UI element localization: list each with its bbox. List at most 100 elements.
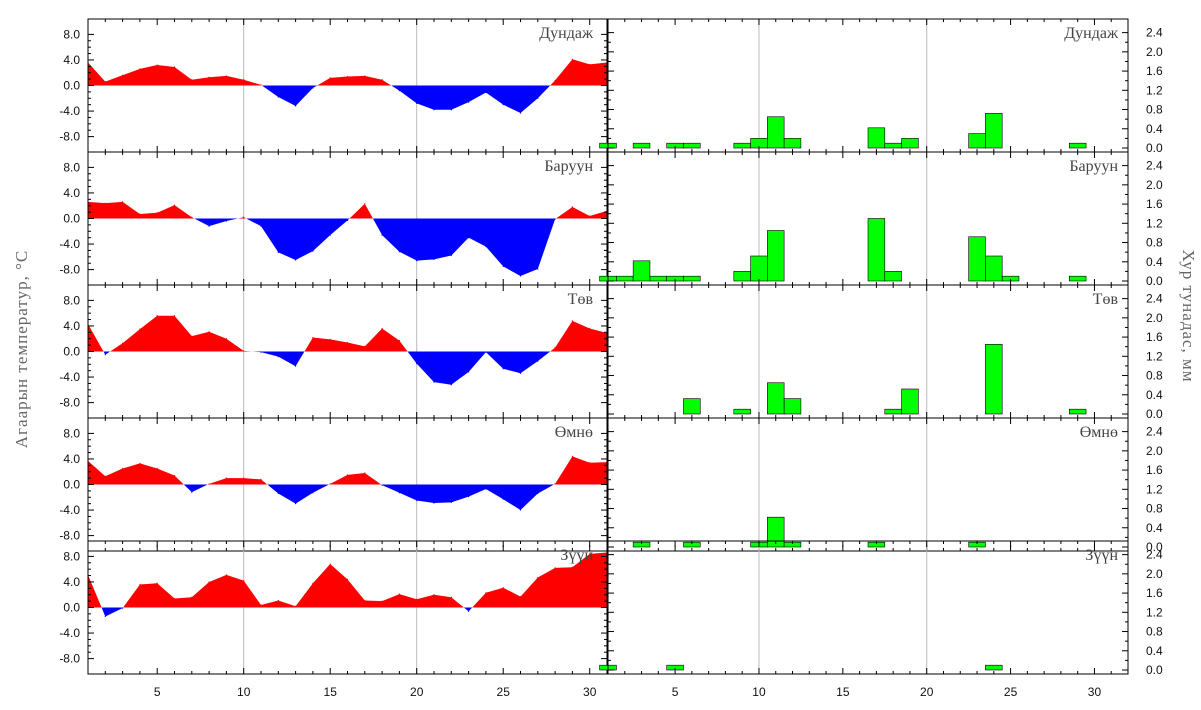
temp-point xyxy=(450,109,452,111)
temp-point xyxy=(225,574,227,576)
y-tick-label: 4.0 xyxy=(63,53,80,67)
temp-point xyxy=(468,101,470,103)
temp-point xyxy=(191,596,193,598)
precip-panel-4: 2.4 2.0 1.6 1.2 0.8 0.4 0.0 Өмнө xyxy=(607,417,1163,554)
precip-bar xyxy=(985,255,1003,282)
y-tick-label: 1.6 xyxy=(1146,197,1163,211)
temp-point xyxy=(225,477,227,479)
temp-point xyxy=(277,492,279,495)
y-tick-label: 4.0 xyxy=(63,452,80,466)
y-tick-label: 1.2 xyxy=(1146,605,1163,619)
temp-point xyxy=(312,492,314,494)
temp-point xyxy=(381,600,383,602)
temp-point xyxy=(468,496,470,498)
y-tick-label: -4.0 xyxy=(59,370,80,384)
y-tick-label: 0.0 xyxy=(1146,141,1163,155)
temp-point xyxy=(450,501,452,503)
temp-point xyxy=(433,258,435,260)
temp-point xyxy=(398,340,400,342)
y-tick-label: 0.4 xyxy=(1146,255,1163,269)
temp-point xyxy=(571,566,574,568)
temp-point xyxy=(208,483,210,485)
temp-point xyxy=(381,234,383,236)
temp-point xyxy=(346,578,349,580)
temp-point xyxy=(329,563,331,565)
temp-point xyxy=(537,492,539,495)
temp-point xyxy=(433,109,435,111)
panel-label: Өмнө xyxy=(555,424,593,441)
y-tick-label: 4.0 xyxy=(63,186,80,200)
y-tick-label: 0.8 xyxy=(1146,625,1163,639)
precip-bar xyxy=(733,408,751,415)
precip-bar xyxy=(867,218,886,282)
precip-bar xyxy=(867,127,886,149)
positive-area xyxy=(88,456,607,485)
y-tick-label: 0.0 xyxy=(1146,663,1163,677)
temp-point xyxy=(208,225,210,227)
temp-point xyxy=(364,599,366,602)
temp-point xyxy=(225,220,227,222)
temp-point xyxy=(122,342,124,344)
temp-panel-5: 8.0 4.0 0.0 -4.0 -8.0 Зүүн xyxy=(59,540,608,675)
temp-point xyxy=(398,251,400,253)
y-tick-label: 0.8 xyxy=(1146,502,1163,516)
precipitation-panels: 2.4 2.0 1.6 1.2 0.8 0.4 0.0 Дундаж 2.4 2.0 1.6 1.2 0… xyxy=(599,18,1163,699)
temp-point xyxy=(416,260,418,262)
temp-point xyxy=(225,338,227,340)
y-tick-label: 2.0 xyxy=(1146,311,1163,325)
temp-point xyxy=(260,225,262,227)
temp-point xyxy=(173,597,176,600)
panel-label: Дундаж xyxy=(1064,25,1119,42)
temp-point xyxy=(589,327,591,330)
x-tick-label: 25 xyxy=(1004,685,1018,699)
temp-point xyxy=(277,599,279,602)
temp-point xyxy=(450,596,452,598)
temp-point xyxy=(519,112,522,114)
temp-point xyxy=(191,335,193,337)
temp-point xyxy=(571,455,574,457)
precip-bar xyxy=(683,275,701,282)
negative-area xyxy=(88,218,607,276)
precip-bar xyxy=(649,275,668,282)
temp-point xyxy=(260,478,262,480)
precip-bar xyxy=(683,398,701,415)
y-tick-label: 0.0 xyxy=(1146,540,1163,554)
temp-point xyxy=(554,218,556,220)
y-tick-label: 0.0 xyxy=(63,478,80,492)
temp-point xyxy=(139,328,141,330)
y-tick-label: 2.4 xyxy=(1146,159,1163,173)
temp-point xyxy=(537,97,539,99)
temp-point xyxy=(191,216,193,218)
x-tick-label: 25 xyxy=(497,685,511,699)
precip-bar xyxy=(616,275,634,282)
temp-point xyxy=(295,365,297,367)
y-tick-label: 0.4 xyxy=(1146,521,1163,535)
x-tick-label: 10 xyxy=(237,685,251,699)
panel-label: Төв xyxy=(1093,291,1119,308)
temp-point xyxy=(398,90,400,92)
temp-point xyxy=(139,462,141,465)
temp-point xyxy=(519,596,522,598)
y-tick-label: 8.0 xyxy=(63,27,80,41)
temp-point xyxy=(312,87,314,89)
temp-point xyxy=(346,474,349,476)
y-tick-label: 8.0 xyxy=(63,426,80,440)
y-tick-label: 2.0 xyxy=(1146,444,1163,458)
x-tick-label: 30 xyxy=(1088,685,1102,699)
y-tick-label: 0.0 xyxy=(63,601,80,615)
temp-point xyxy=(329,483,331,485)
temp-point xyxy=(156,64,158,66)
temp-point xyxy=(502,104,504,106)
y-tick-label: 0.4 xyxy=(1146,644,1163,658)
y-tick-label: 2.4 xyxy=(1146,292,1163,306)
temp-point xyxy=(346,219,349,222)
temp-point xyxy=(173,315,176,317)
negative-area xyxy=(88,484,607,511)
x-axis-right: 5 10 15 20 25 30 xyxy=(672,685,1102,699)
temp-point xyxy=(485,246,487,248)
temp-point xyxy=(260,604,262,606)
y-tick-label: 1.6 xyxy=(1146,330,1163,344)
temp-point xyxy=(485,592,487,594)
temp-point xyxy=(243,79,245,81)
y-tick-label: -8.0 xyxy=(59,529,80,543)
